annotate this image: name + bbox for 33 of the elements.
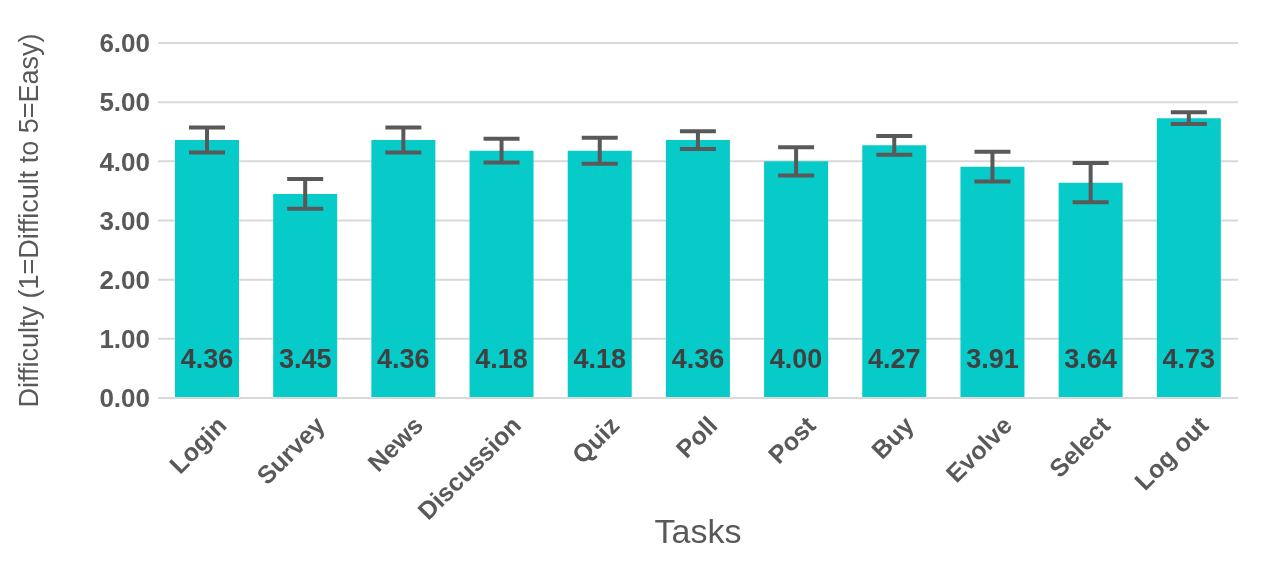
y-tick-label: 2.00 — [99, 264, 150, 295]
bar — [175, 140, 239, 398]
bar — [1156, 118, 1221, 398]
bar — [764, 161, 829, 398]
bar — [862, 145, 927, 398]
data-label: 4.18 — [573, 344, 627, 374]
bar — [567, 150, 632, 398]
data-label: 4.36 — [671, 344, 725, 374]
y-tick-label: 4.00 — [99, 146, 150, 177]
data-label: 4.36 — [180, 344, 234, 374]
data-label: 4.18 — [475, 344, 528, 374]
y-tick-label: 0.00 — [99, 383, 150, 414]
data-label: 4.27 — [867, 344, 921, 374]
x-axis-title: Tasks — [654, 512, 742, 550]
data-label: 4.73 — [1162, 344, 1216, 374]
data-label: 3.45 — [278, 344, 332, 374]
bar — [371, 140, 436, 398]
x-tick-label: Log out — [1128, 410, 1214, 496]
y-axis-title: Difficulty (1=Difficult to 5=Easy) — [14, 33, 44, 408]
bar — [273, 193, 338, 398]
bar — [1058, 182, 1123, 398]
data-label: 3.91 — [966, 344, 1019, 374]
data-label: 4.36 — [377, 344, 430, 374]
bar — [469, 150, 534, 398]
x-tick-label: Buy — [865, 410, 919, 464]
bar — [960, 166, 1025, 398]
y-tick-label: 3.00 — [99, 205, 150, 236]
y-tick-label: 6.00 — [99, 28, 150, 59]
y-tick-label: 5.00 — [99, 87, 150, 118]
data-label: 3.64 — [1064, 344, 1117, 374]
data-label: 4.00 — [769, 344, 823, 374]
y-tick-label: 1.00 — [99, 324, 150, 355]
bar — [665, 140, 730, 398]
